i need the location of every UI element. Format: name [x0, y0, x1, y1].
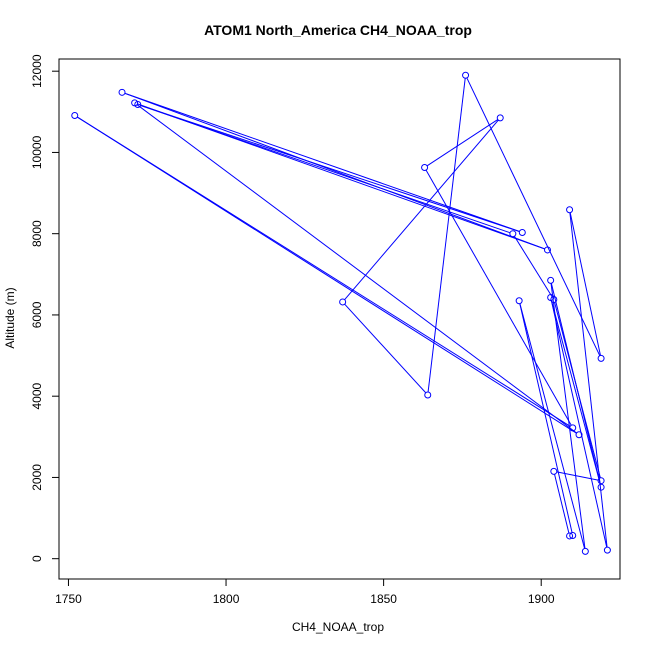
data-point-16: [575, 431, 583, 439]
y-tick-label-6: 12000: [30, 54, 44, 88]
series-segment-18: [124, 92, 545, 250]
data-point-24: [597, 477, 605, 485]
series-segment-11: [344, 119, 499, 300]
series-segment-15: [77, 116, 577, 434]
y-tick-label-3: 6000: [30, 301, 44, 328]
series-segment-13: [425, 169, 572, 426]
series-segment-7: [569, 212, 601, 356]
series-points: [71, 71, 611, 555]
data-point-20: [518, 228, 526, 236]
x-tick-label-1: 1800: [213, 592, 240, 606]
data-point-15: [71, 111, 79, 119]
series-segment-25: [554, 474, 570, 534]
y-tick-label-5: 10000: [30, 135, 44, 169]
series-segment-4: [550, 300, 601, 485]
series-segment-12: [426, 119, 499, 167]
plot-frame: [58, 58, 621, 580]
data-point-22: [509, 230, 517, 238]
data-point-13: [421, 163, 429, 171]
data-point-18: [544, 246, 552, 254]
series-segment-21: [140, 105, 511, 234]
series-segment-5: [550, 300, 608, 548]
series-segment-0: [519, 303, 573, 533]
data-point-19: [118, 88, 126, 96]
data-point-12: [496, 114, 504, 122]
data-point-26: [566, 532, 574, 540]
data-point-2: [581, 547, 589, 555]
series-segment-10: [344, 303, 427, 394]
series-line: [77, 77, 608, 549]
series-segment-16: [136, 104, 577, 434]
x-tick-label-0: 1750: [55, 592, 82, 606]
y-axis: 0 2000 4000 6000 8000 10000 12000: [30, 54, 59, 562]
series-segment-8: [466, 77, 601, 356]
series-segment-20: [140, 104, 520, 232]
x-axis-label: CH4_NOAA_trop: [292, 620, 384, 634]
y-axis-label: Altitude (m): [3, 287, 17, 348]
data-point-21: [134, 101, 142, 108]
chart-title: ATOM1 North_America CH4_NOAA_trop: [204, 22, 472, 38]
data-point-14: [569, 424, 577, 432]
y-tick-label-2: 4000: [30, 383, 44, 410]
series-segment-23: [554, 302, 601, 478]
series-segment-24: [556, 471, 599, 481]
series-segment-2: [550, 283, 586, 549]
y-tick-label-4: 8000: [30, 220, 44, 247]
x-tick-label-3: 1900: [528, 592, 555, 606]
series-segment-6: [569, 212, 608, 548]
data-point-23: [550, 296, 558, 303]
data-point-9: [462, 71, 470, 79]
data-point-7: [566, 206, 574, 214]
y-tick-label-1: 2000: [30, 464, 44, 491]
series-segment-1: [519, 303, 586, 549]
data-point-0: [569, 532, 577, 540]
data-point-10: [424, 391, 432, 399]
data-point-8: [597, 354, 605, 362]
data-point-6: [603, 546, 611, 554]
series-segment-19: [124, 92, 520, 232]
y-tick-label-0: 0: [30, 555, 44, 562]
x-axis: 1750 1800 1850 1900: [55, 579, 555, 606]
x-tick-label-2: 1850: [370, 592, 397, 606]
series-segment-9: [427, 78, 466, 393]
data-point-1: [515, 297, 523, 305]
data-point-25: [550, 467, 558, 475]
data-point-11: [339, 298, 347, 306]
series-segment-22: [514, 235, 553, 298]
data-point-3: [547, 276, 555, 284]
